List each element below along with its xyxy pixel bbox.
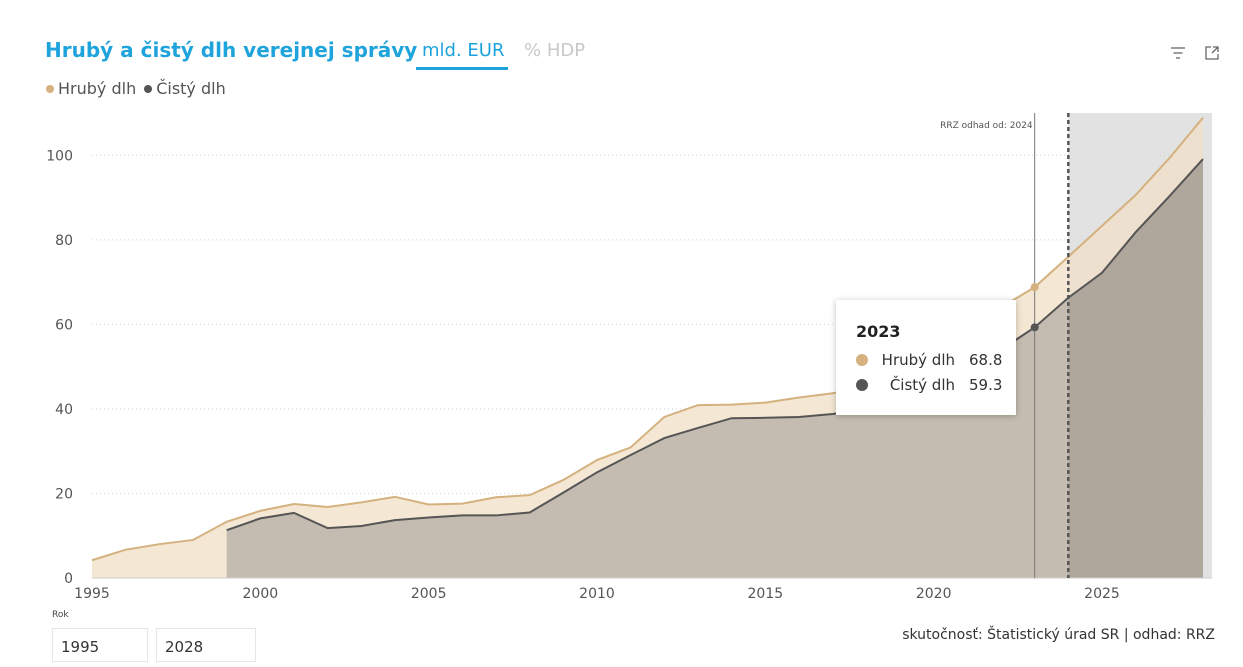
expand-icon[interactable] xyxy=(1203,44,1221,62)
x-tick-label-2010: 2010 xyxy=(579,586,615,602)
year-filter-label: Rok xyxy=(52,610,69,620)
tooltip-year: 2023 xyxy=(856,322,901,341)
area-cisty-dlh xyxy=(226,159,1203,578)
legend: Hrubý dlh Čistý dlh xyxy=(46,79,226,98)
year-to-input[interactable]: 2028 xyxy=(156,628,256,662)
x-tick-label-2020: 2020 xyxy=(916,586,952,602)
tooltip-value-hruby: 68.8 xyxy=(969,351,1003,369)
y-tick-label-40: 40 xyxy=(55,402,73,418)
tooltip-row-hruby: Hrubý dlh 68.8 xyxy=(856,351,1003,369)
x-tick-label-2025: 2025 xyxy=(1084,586,1120,602)
x-tick-label-2000: 2000 xyxy=(243,586,279,602)
y-tick-label-80: 80 xyxy=(55,233,73,249)
x-tick-label-2005: 2005 xyxy=(411,586,447,602)
tooltip-value-cisty: 59.3 xyxy=(969,376,1003,394)
legend-dot-hruby xyxy=(46,84,54,93)
legend-item-hruby[interactable]: Hrubý dlh xyxy=(46,79,136,98)
tooltip-label-hruby: Hrubý dlh xyxy=(881,351,955,369)
y-tick-label-60: 60 xyxy=(55,317,73,333)
visual-toolbar xyxy=(1169,44,1221,62)
chart-title: Hrubý a čistý dlh verejnej správy xyxy=(45,38,418,62)
area-cisty-dlh-forecast-top xyxy=(1068,159,1203,578)
tooltip: 2023 Hrubý dlh 68.8 Čistý dlh 59.3 xyxy=(836,300,1016,415)
source-note: skutočnosť: Štatistický úrad SR | odhad:… xyxy=(902,627,1215,643)
line-hruby-dlh xyxy=(91,117,1204,562)
tooltip-dot-hruby xyxy=(856,354,868,366)
debt-area-chart: 0 20 40 60 80 100 1995 2000 2005 2010 2015 2020 2025… xyxy=(46,113,1212,602)
y-tick-label-100: 100 xyxy=(46,148,73,164)
tab-mld-eur[interactable]: mld. EUR xyxy=(422,40,505,61)
x-tick-label-1995: 1995 xyxy=(74,586,110,602)
active-tab-underline xyxy=(416,67,508,70)
hover-point-cisty xyxy=(1030,323,1039,332)
legend-item-cisty[interactable]: Čistý dlh xyxy=(144,79,226,98)
tooltip-dot-cisty xyxy=(856,379,868,391)
y-tick-label-20: 20 xyxy=(55,486,73,502)
tooltip-row-cisty: Čistý dlh 59.3 xyxy=(856,376,1003,394)
line-cisty-dlh xyxy=(226,158,1204,532)
y-tick-label-0: 0 xyxy=(64,571,73,587)
legend-label-hruby: Hrubý dlh xyxy=(58,79,137,98)
tooltip-label-cisty: Čistý dlh xyxy=(889,376,955,394)
legend-label-cisty: Čistý dlh xyxy=(156,79,226,98)
tab-percent-hdp[interactable]: % HDP xyxy=(524,40,586,61)
hover-point-hruby xyxy=(1030,283,1039,292)
filter-icon[interactable] xyxy=(1169,44,1187,62)
year-from-input[interactable]: 1995 xyxy=(52,628,148,662)
forecast-annotation: RRZ odhad od: 2024 xyxy=(940,121,1033,131)
legend-dot-cisty xyxy=(144,84,153,93)
x-tick-label-2015: 2015 xyxy=(748,586,784,602)
